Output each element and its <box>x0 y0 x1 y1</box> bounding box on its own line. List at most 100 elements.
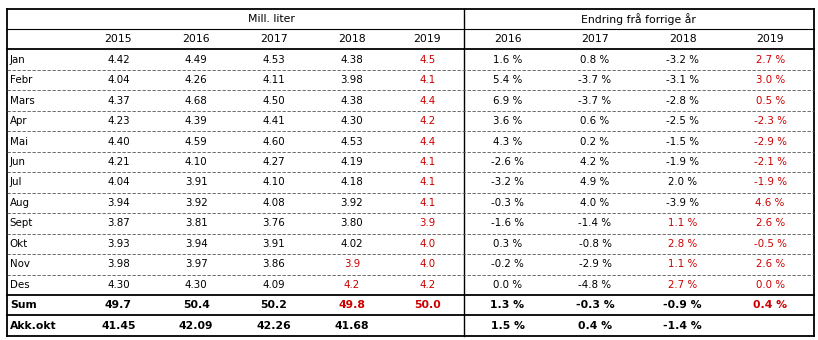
Text: 4.4: 4.4 <box>419 96 435 106</box>
Text: 4.9 %: 4.9 % <box>580 177 609 187</box>
Text: 4.2: 4.2 <box>419 116 435 126</box>
Text: -3.2 %: -3.2 % <box>491 177 524 187</box>
Text: -3.7 %: -3.7 % <box>578 75 612 85</box>
Text: 3.6 %: 3.6 % <box>492 116 522 126</box>
Text: -2.3 %: -2.3 % <box>753 116 787 126</box>
Text: 4.53: 4.53 <box>340 137 363 147</box>
Text: -3.9 %: -3.9 % <box>666 198 699 208</box>
Text: 4.0: 4.0 <box>419 259 435 269</box>
Text: 3.0 %: 3.0 % <box>756 75 784 85</box>
Text: -2.9 %: -2.9 % <box>753 137 787 147</box>
Text: Akk.okt: Akk.okt <box>10 321 56 331</box>
Text: Mill. liter: Mill. liter <box>248 14 295 24</box>
Text: 4.19: 4.19 <box>340 157 363 167</box>
Text: 2019: 2019 <box>413 34 441 44</box>
Text: 41.68: 41.68 <box>335 321 369 331</box>
Text: 3.76: 3.76 <box>263 218 285 228</box>
Text: 2015: 2015 <box>105 34 133 44</box>
Text: 4.30: 4.30 <box>340 116 363 126</box>
Text: 1.6 %: 1.6 % <box>492 55 522 65</box>
Text: 2.8 %: 2.8 % <box>668 239 697 249</box>
Text: 4.42: 4.42 <box>107 55 130 65</box>
Text: 49.7: 49.7 <box>105 300 132 310</box>
Text: 2.7 %: 2.7 % <box>668 280 697 290</box>
Text: Aug: Aug <box>10 198 29 208</box>
Text: Jun: Jun <box>10 157 26 167</box>
Text: 2016: 2016 <box>182 34 210 44</box>
Text: 4.39: 4.39 <box>185 116 208 126</box>
Text: 4.3 %: 4.3 % <box>492 137 522 147</box>
Text: 4.0 %: 4.0 % <box>581 198 609 208</box>
Text: 3.94: 3.94 <box>185 239 208 249</box>
Text: 4.1: 4.1 <box>419 75 435 85</box>
Text: 0.3 %: 0.3 % <box>493 239 522 249</box>
Text: 4.08: 4.08 <box>263 198 285 208</box>
Text: 4.1: 4.1 <box>419 198 435 208</box>
Text: 50.4: 50.4 <box>182 300 209 310</box>
Text: 49.8: 49.8 <box>339 300 366 310</box>
Text: 4.2: 4.2 <box>344 280 360 290</box>
Text: 42.09: 42.09 <box>179 321 213 331</box>
Text: 4.68: 4.68 <box>185 96 208 106</box>
Text: 4.49: 4.49 <box>185 55 208 65</box>
Text: 3.98: 3.98 <box>340 75 363 85</box>
Text: Endring frå forrige år: Endring frå forrige år <box>582 13 696 25</box>
Text: 1.5 %: 1.5 % <box>491 321 524 331</box>
Text: 4.59: 4.59 <box>185 137 208 147</box>
Text: -0.9 %: -0.9 % <box>663 300 702 310</box>
Text: 4.21: 4.21 <box>107 157 130 167</box>
Text: 4.5: 4.5 <box>419 55 435 65</box>
Text: 3.92: 3.92 <box>185 198 208 208</box>
Text: 3.98: 3.98 <box>107 259 130 269</box>
Text: 4.1: 4.1 <box>419 177 435 187</box>
Text: 4.41: 4.41 <box>263 116 285 126</box>
Text: 4.04: 4.04 <box>107 177 130 187</box>
Text: -2.9 %: -2.9 % <box>578 259 612 269</box>
Text: 4.40: 4.40 <box>107 137 130 147</box>
Text: 4.60: 4.60 <box>263 137 285 147</box>
Text: 4.4: 4.4 <box>419 137 435 147</box>
Text: -0.3 %: -0.3 % <box>576 300 614 310</box>
Text: 4.37: 4.37 <box>107 96 130 106</box>
Text: 6.9 %: 6.9 % <box>492 96 522 106</box>
Text: 2018: 2018 <box>338 34 366 44</box>
Text: 50.0: 50.0 <box>414 300 441 310</box>
Text: Apr: Apr <box>10 116 28 126</box>
Text: 2017: 2017 <box>582 34 609 44</box>
Text: -1.9 %: -1.9 % <box>753 177 787 187</box>
Text: 4.10: 4.10 <box>263 177 285 187</box>
Text: 3.9: 3.9 <box>344 259 360 269</box>
Text: 3.94: 3.94 <box>107 198 130 208</box>
Text: 3.86: 3.86 <box>263 259 285 269</box>
Text: -2.6 %: -2.6 % <box>491 157 524 167</box>
Text: Okt: Okt <box>10 239 28 249</box>
Text: 2.0 %: 2.0 % <box>668 177 697 187</box>
Text: 4.09: 4.09 <box>263 280 285 290</box>
Text: Nov: Nov <box>10 259 29 269</box>
Text: -2.1 %: -2.1 % <box>753 157 787 167</box>
Text: -2.8 %: -2.8 % <box>666 96 699 106</box>
Text: -0.8 %: -0.8 % <box>578 239 612 249</box>
Text: 41.45: 41.45 <box>101 321 136 331</box>
Text: 42.26: 42.26 <box>257 321 291 331</box>
Text: -0.2 %: -0.2 % <box>491 259 524 269</box>
Text: 4.23: 4.23 <box>107 116 130 126</box>
Text: -0.3 %: -0.3 % <box>491 198 524 208</box>
Text: Des: Des <box>10 280 29 290</box>
Text: 3.97: 3.97 <box>185 259 208 269</box>
Text: Sum: Sum <box>10 300 37 310</box>
Text: 2018: 2018 <box>669 34 696 44</box>
Text: 4.6 %: 4.6 % <box>756 198 784 208</box>
Text: Sept: Sept <box>10 218 34 228</box>
Text: Mars: Mars <box>10 96 34 106</box>
Text: 3.93: 3.93 <box>107 239 130 249</box>
Text: -4.8 %: -4.8 % <box>578 280 612 290</box>
Text: 4.11: 4.11 <box>263 75 285 85</box>
Text: 50.2: 50.2 <box>261 300 287 310</box>
Text: 4.1: 4.1 <box>419 157 435 167</box>
Text: 4.18: 4.18 <box>340 177 363 187</box>
Text: 4.30: 4.30 <box>107 280 130 290</box>
Text: 4.10: 4.10 <box>185 157 208 167</box>
Text: 4.53: 4.53 <box>263 55 285 65</box>
Text: -3.2 %: -3.2 % <box>666 55 699 65</box>
